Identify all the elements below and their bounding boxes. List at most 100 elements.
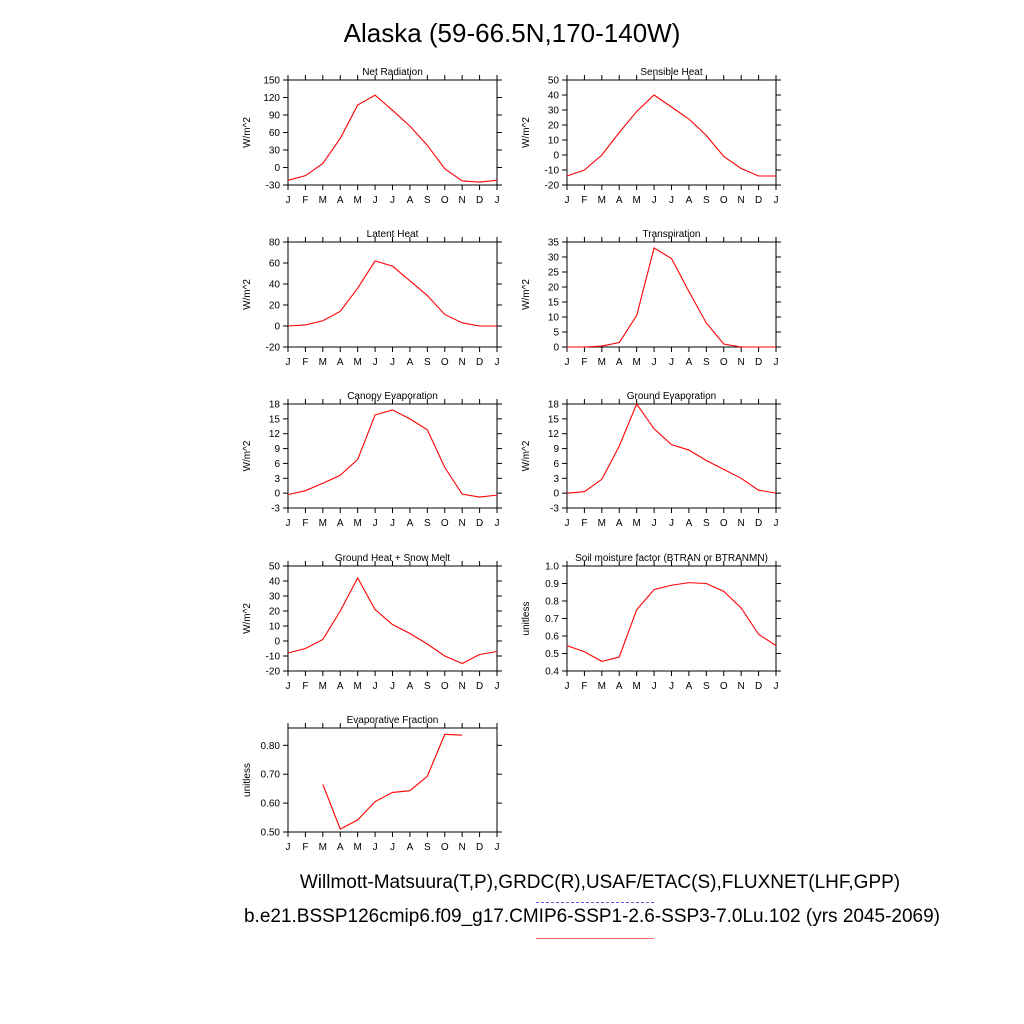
plot-frame [566, 565, 777, 672]
x-tick-label: J [669, 518, 674, 529]
x-tick-label: N [459, 842, 466, 853]
x-tick-label: J [669, 357, 674, 368]
plot-frame [287, 79, 498, 186]
chart-panel-ground-heat-snow-melt: Ground Heat + Snow Melt W/m^2 -20 -10 0 10 20 3… [242, 553, 502, 692]
x-tick-label: A [337, 681, 344, 692]
x-tick-label: J [373, 518, 378, 529]
x-tick-label: O [441, 195, 449, 206]
y-tick-label: 50 [548, 76, 560, 87]
x-tick-label: A [407, 357, 414, 368]
x-tick-label: J [495, 681, 500, 692]
y-axis-label: unitless [242, 763, 253, 797]
y-tick-label: 0.8 [545, 597, 559, 608]
y-tick-label: 3 [553, 474, 559, 485]
y-tick-label: 18 [548, 400, 560, 411]
x-tick-label: J [495, 842, 500, 853]
x-tick-label: A [407, 195, 414, 206]
footer-case-name: b.e21.BSSP126cmip6.f09_g17.CMIP6-SSP1-2.… [243, 906, 941, 927]
y-tick-label: 0.50 [261, 828, 281, 839]
x-tick-label: F [302, 842, 308, 853]
x-tick-label: O [441, 842, 449, 853]
y-tick-label: 40 [548, 91, 560, 102]
x-tick-label: M [353, 518, 361, 529]
x-tick-label: A [686, 681, 693, 692]
y-tick-label: 0.80 [261, 741, 281, 752]
chart-title: Net Radiation [362, 67, 423, 78]
y-axis-label: W/m^2 [242, 117, 253, 148]
x-tick-label: J [286, 518, 291, 529]
x-tick-label: M [632, 518, 640, 529]
x-tick-label: N [738, 357, 745, 368]
x-tick-label: J [286, 681, 291, 692]
x-tick-label: M [632, 681, 640, 692]
x-tick-label: M [319, 681, 327, 692]
y-tick-label: 30 [548, 253, 560, 264]
x-tick-label: D [476, 681, 483, 692]
x-tick-label: J [652, 357, 657, 368]
x-tick-label: M [319, 842, 327, 853]
x-tick-label: A [337, 518, 344, 529]
x-tick-label: J [652, 195, 657, 206]
y-tick-label: 12 [269, 429, 281, 440]
x-tick-label: O [441, 518, 449, 529]
y-tick-label: 40 [269, 280, 281, 291]
x-tick-label: A [337, 357, 344, 368]
x-tick-label: J [373, 681, 378, 692]
y-tick-label: -20 [545, 181, 560, 192]
x-tick-label: M [598, 195, 606, 206]
x-tick-label: S [424, 195, 431, 206]
x-tick-label: A [337, 195, 344, 206]
chart-title: Latent Heat [367, 229, 419, 240]
x-tick-label: J [373, 842, 378, 853]
y-tick-label: 60 [269, 128, 281, 139]
x-tick-label: S [703, 681, 710, 692]
x-tick-label: N [738, 681, 745, 692]
x-tick-label: D [476, 357, 483, 368]
x-tick-label: F [581, 518, 587, 529]
y-tick-label: 15 [548, 414, 560, 425]
x-tick-label: F [581, 195, 587, 206]
y-axis-label: W/m^2 [242, 440, 253, 471]
y-axis-label: W/m^2 [521, 117, 532, 148]
x-tick-label: J [390, 681, 395, 692]
x-tick-label: O [720, 518, 728, 529]
x-tick-label: M [319, 518, 327, 529]
chart-title: Sensible Heat [640, 67, 702, 78]
x-tick-label: A [686, 195, 693, 206]
x-tick-label: S [424, 681, 431, 692]
y-tick-label: 120 [263, 93, 280, 104]
y-tick-label: 0.7 [545, 614, 559, 625]
x-tick-label: N [459, 195, 466, 206]
y-tick-label: 12 [548, 429, 560, 440]
y-tick-label: 0.60 [261, 799, 281, 810]
x-tick-label: D [755, 518, 762, 529]
x-tick-label: M [353, 842, 361, 853]
legend-model-line [536, 938, 654, 939]
y-tick-label: -10 [545, 166, 560, 177]
y-tick-label: 3 [274, 474, 280, 485]
x-tick-label: J [373, 357, 378, 368]
x-tick-label: J [669, 681, 674, 692]
y-tick-label: -3 [271, 504, 280, 515]
x-tick-label: N [459, 681, 466, 692]
plot-frame [287, 727, 498, 833]
x-tick-label: D [755, 681, 762, 692]
y-axis-label: unitless [521, 602, 532, 636]
chart-title: Ground Heat + Snow Melt [335, 553, 451, 564]
y-tick-label: 0 [274, 489, 280, 500]
x-tick-label: A [407, 518, 414, 529]
y-tick-label: -20 [266, 343, 281, 354]
y-tick-label: 5 [553, 328, 559, 339]
x-tick-label: S [424, 357, 431, 368]
chart-panel-evaporative-fraction: Evaporative Fraction unitless 0.50 0.60 0.70… [242, 715, 502, 853]
series-line-model [287, 409, 498, 498]
chart-title: Ground Evaporation [627, 391, 717, 402]
plot-frame [287, 403, 498, 509]
series-line-model [287, 94, 498, 183]
y-tick-label: 20 [548, 121, 560, 132]
y-tick-label: 80 [269, 238, 281, 249]
y-tick-label: 0 [553, 489, 559, 500]
